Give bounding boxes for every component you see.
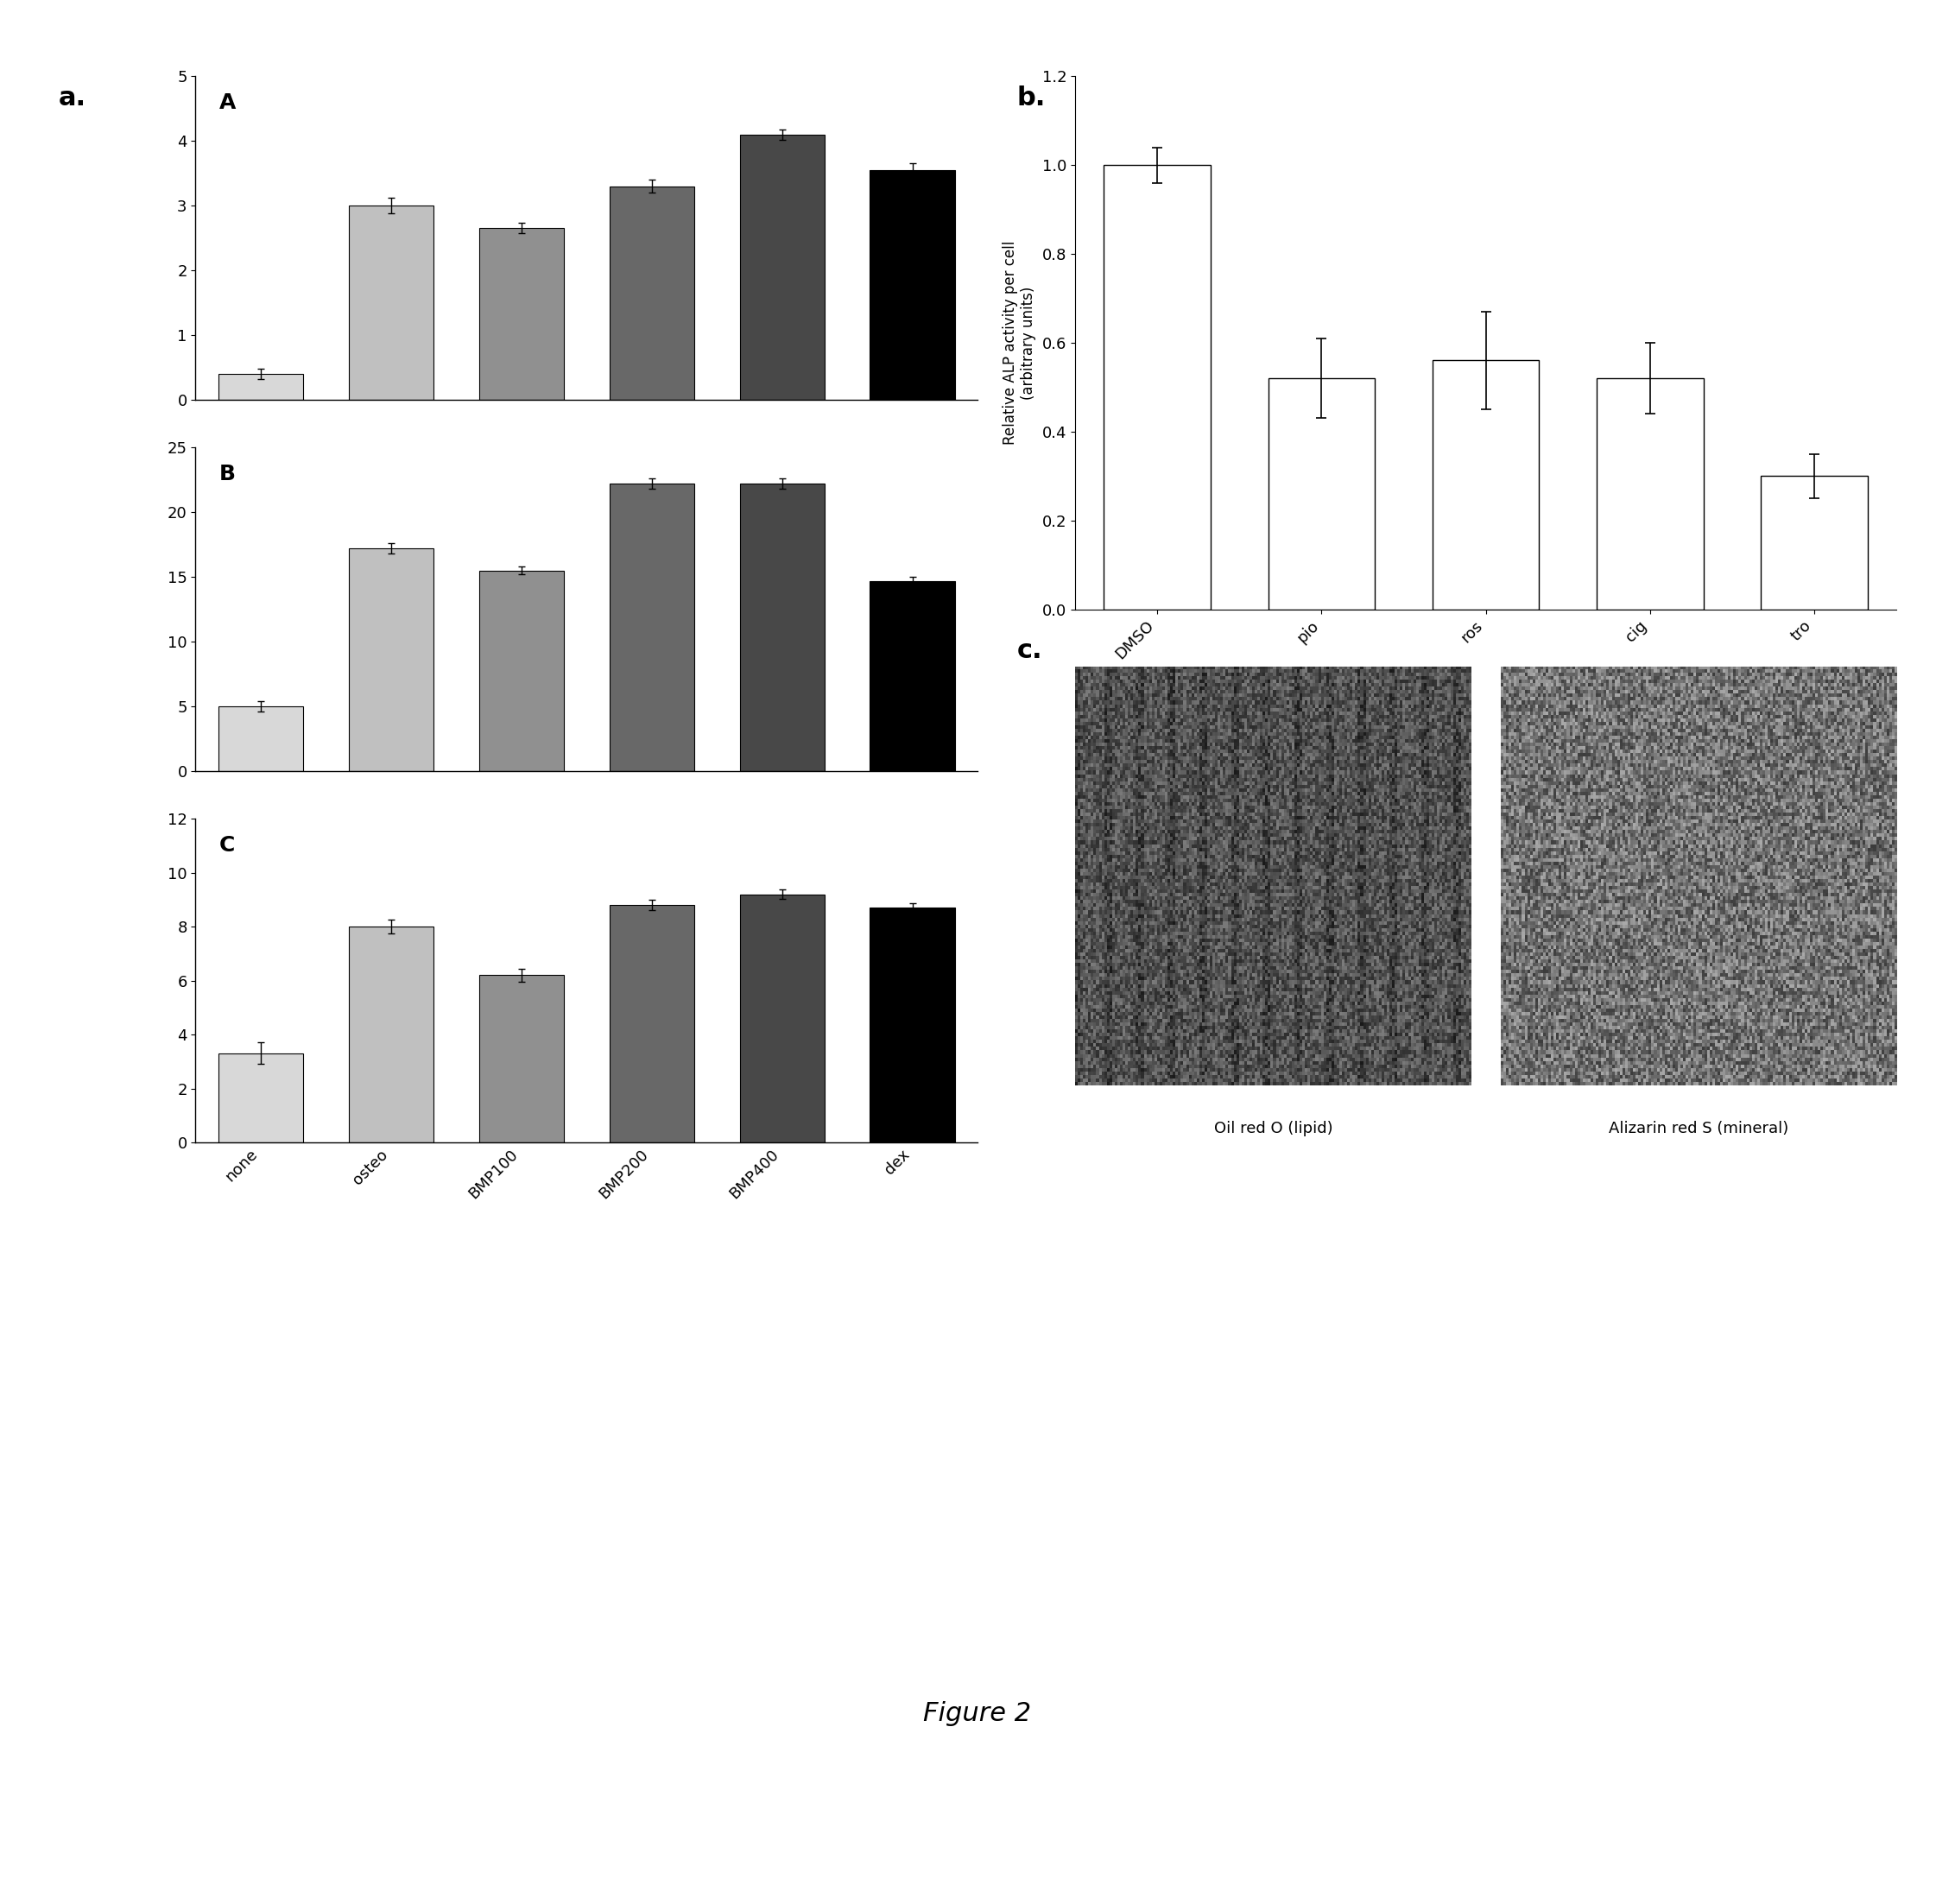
Bar <box>610 904 694 1142</box>
Text: C: C <box>219 834 235 855</box>
Bar <box>739 895 825 1142</box>
Bar <box>1269 379 1374 609</box>
Bar <box>1105 166 1210 609</box>
Bar <box>870 908 954 1142</box>
Text: a.: a. <box>59 86 86 110</box>
Bar <box>870 581 954 771</box>
Text: Alizarin red S (mineral): Alizarin red S (mineral) <box>1609 1121 1789 1137</box>
Text: Figure 2: Figure 2 <box>923 1700 1032 1727</box>
Bar <box>479 571 563 771</box>
Bar <box>348 927 434 1142</box>
Text: B: B <box>219 465 235 484</box>
Bar <box>739 135 825 400</box>
Bar <box>219 1053 303 1142</box>
Bar <box>1761 476 1867 609</box>
Bar <box>219 373 303 400</box>
Bar <box>479 228 563 400</box>
Bar <box>610 187 694 400</box>
Text: A: A <box>219 91 237 112</box>
Bar <box>739 484 825 771</box>
Bar <box>610 484 694 771</box>
Bar <box>348 548 434 771</box>
Bar <box>1433 360 1539 609</box>
Text: Oil red O (lipid): Oil red O (lipid) <box>1214 1121 1333 1137</box>
Bar <box>479 975 563 1142</box>
Bar <box>348 206 434 400</box>
Text: c.: c. <box>1017 638 1042 663</box>
Y-axis label: Relative ALP activity per cell
(arbitrary units): Relative ALP activity per cell (arbitrar… <box>1003 240 1036 446</box>
Bar <box>870 169 954 400</box>
Bar <box>219 706 303 771</box>
Text: b.: b. <box>1017 86 1046 110</box>
Bar <box>1597 379 1703 609</box>
